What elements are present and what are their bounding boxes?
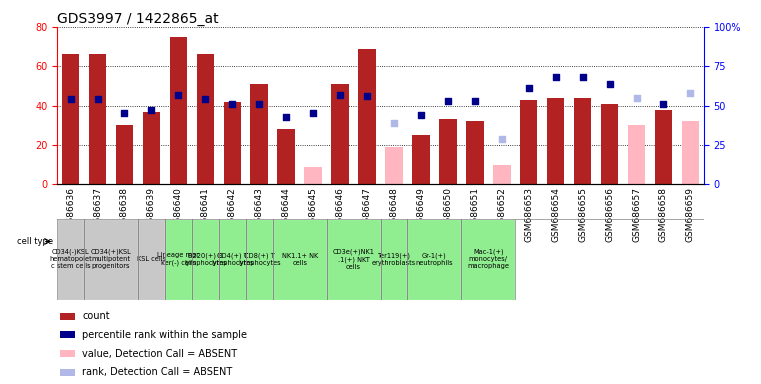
Bar bbox=[358, 48, 376, 184]
Text: B220(+) B
lymphocytes: B220(+) B lymphocytes bbox=[184, 252, 227, 266]
Point bbox=[361, 93, 373, 99]
Bar bbox=[385, 147, 403, 184]
Point bbox=[415, 112, 427, 118]
Point bbox=[549, 74, 562, 80]
Bar bbox=[250, 84, 268, 184]
Bar bbox=[601, 104, 619, 184]
Bar bbox=[62, 55, 79, 184]
Bar bbox=[246, 219, 272, 300]
Bar bbox=[466, 121, 483, 184]
Bar bbox=[84, 219, 138, 300]
Text: rank, Detection Call = ABSENT: rank, Detection Call = ABSENT bbox=[82, 367, 233, 377]
Bar bbox=[304, 167, 322, 184]
Point bbox=[226, 101, 238, 107]
Bar bbox=[138, 219, 165, 300]
Bar bbox=[219, 219, 246, 300]
Bar bbox=[224, 102, 241, 184]
Bar bbox=[272, 219, 326, 300]
Bar bbox=[170, 37, 187, 184]
Bar bbox=[116, 125, 133, 184]
Bar bbox=[493, 165, 511, 184]
Point bbox=[658, 101, 670, 107]
Point bbox=[334, 91, 346, 98]
Point bbox=[630, 95, 642, 101]
Bar bbox=[57, 219, 84, 300]
Bar bbox=[142, 111, 160, 184]
Point bbox=[253, 101, 266, 107]
Point bbox=[469, 98, 481, 104]
Bar bbox=[278, 129, 295, 184]
Text: CD8(+) T
lymphocytes: CD8(+) T lymphocytes bbox=[238, 252, 281, 266]
Bar bbox=[60, 369, 75, 376]
Text: CD34(-)KSL
hematopoiet
c stem cells: CD34(-)KSL hematopoiet c stem cells bbox=[49, 249, 92, 270]
Bar bbox=[574, 98, 591, 184]
Point bbox=[388, 120, 400, 126]
Bar bbox=[60, 313, 75, 319]
Point bbox=[495, 136, 508, 142]
Text: Ter119(+)
erythroblasts: Ter119(+) erythroblasts bbox=[372, 252, 416, 266]
Text: Mac-1(+)
monocytes/
macrophage: Mac-1(+) monocytes/ macrophage bbox=[467, 249, 509, 270]
Bar bbox=[520, 100, 537, 184]
Bar bbox=[547, 98, 565, 184]
Text: NK1.1+ NK
cells: NK1.1+ NK cells bbox=[282, 253, 318, 266]
Text: CD4(+) T
lymphocytes: CD4(+) T lymphocytes bbox=[211, 252, 253, 266]
Point bbox=[442, 98, 454, 104]
Text: Gr-1(+)
neutrophils: Gr-1(+) neutrophils bbox=[416, 252, 454, 266]
Point bbox=[119, 111, 131, 117]
Bar bbox=[89, 55, 107, 184]
Point bbox=[523, 85, 535, 91]
Bar bbox=[439, 119, 457, 184]
Point bbox=[65, 96, 77, 103]
Point bbox=[684, 90, 696, 96]
Bar bbox=[407, 219, 461, 300]
Bar bbox=[412, 135, 430, 184]
Bar bbox=[682, 121, 699, 184]
Text: GDS3997 / 1422865_at: GDS3997 / 1422865_at bbox=[57, 12, 218, 26]
Bar bbox=[60, 350, 75, 357]
Bar bbox=[331, 84, 349, 184]
Text: Lineage mar
ker(-) cells: Lineage mar ker(-) cells bbox=[158, 252, 199, 266]
Text: KSL cells: KSL cells bbox=[137, 256, 166, 262]
Point bbox=[307, 111, 319, 117]
Bar bbox=[60, 331, 75, 338]
Bar bbox=[165, 219, 192, 300]
Text: percentile rank within the sample: percentile rank within the sample bbox=[82, 330, 247, 340]
Point bbox=[145, 107, 158, 113]
Point bbox=[172, 91, 184, 98]
Bar bbox=[628, 125, 645, 184]
Point bbox=[91, 96, 103, 103]
Bar bbox=[192, 219, 219, 300]
Text: CD3e(+)NK1
.1(+) NKT
cells: CD3e(+)NK1 .1(+) NKT cells bbox=[333, 249, 374, 270]
Text: value, Detection Call = ABSENT: value, Detection Call = ABSENT bbox=[82, 349, 237, 359]
Text: CD34(+)KSL
multipotent
progenitors: CD34(+)KSL multipotent progenitors bbox=[91, 249, 132, 270]
Bar bbox=[461, 219, 515, 300]
Point bbox=[199, 96, 212, 103]
Bar bbox=[380, 219, 407, 300]
Bar bbox=[326, 219, 380, 300]
Point bbox=[577, 74, 589, 80]
Bar bbox=[654, 109, 672, 184]
Bar bbox=[196, 55, 214, 184]
Point bbox=[280, 114, 292, 120]
Text: cell type: cell type bbox=[17, 237, 53, 246]
Point bbox=[603, 81, 616, 87]
Text: count: count bbox=[82, 311, 110, 321]
